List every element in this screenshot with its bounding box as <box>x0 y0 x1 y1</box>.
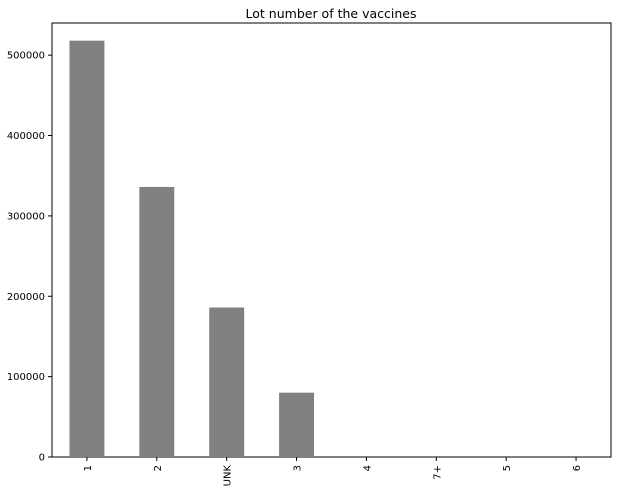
x-tick-label: 6 <box>572 465 583 471</box>
x-tick-label: 1 <box>83 465 94 471</box>
bar-3 <box>279 392 315 457</box>
y-tick-label: 0 <box>39 453 45 464</box>
x-tick-label: 7+ <box>432 465 443 480</box>
bar-1 <box>69 40 105 458</box>
chart-title: Lot number of the vaccines <box>246 6 417 21</box>
y-tick-label: 100000 <box>7 372 45 383</box>
x-tick-label: UNK <box>223 465 234 487</box>
bars <box>69 40 315 458</box>
y-tick-label: 300000 <box>7 211 45 222</box>
x-tick-label: 2 <box>153 465 164 471</box>
y-tick-label: 500000 <box>7 51 45 62</box>
plot-frame <box>51 22 612 458</box>
y-tick-label: 200000 <box>7 292 45 303</box>
y-tick-label: 400000 <box>7 131 45 142</box>
bar-unk <box>209 307 245 457</box>
y-axis: 0 100000 200000 300000 400000 500000 <box>7 51 52 464</box>
bar-2 <box>139 186 175 457</box>
x-tick-label: 5 <box>502 465 513 471</box>
x-axis: 1 2 UNK 3 4 7+ 5 6 <box>83 457 583 486</box>
x-tick-label: 4 <box>362 465 373 471</box>
x-tick-label: 3 <box>293 465 304 471</box>
plot-area <box>51 22 612 458</box>
